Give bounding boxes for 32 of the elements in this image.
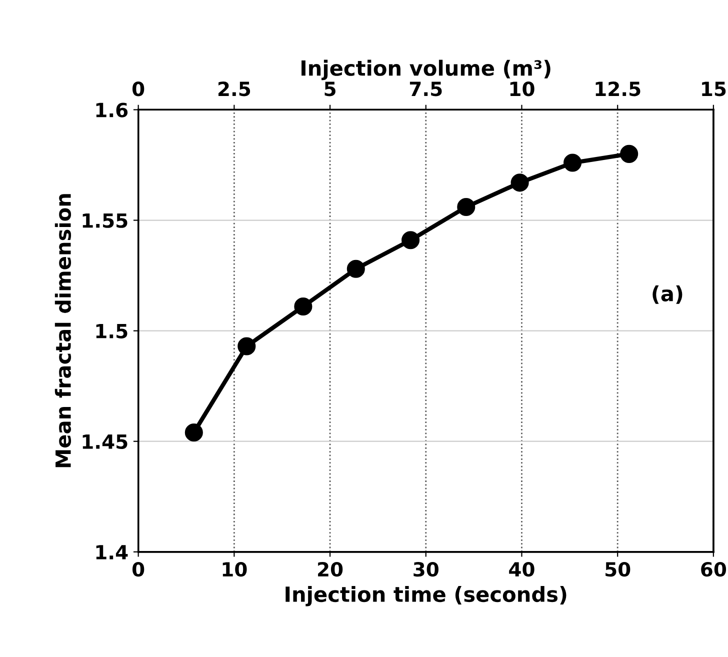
- x-tick-label: 30: [414, 562, 438, 577]
- point: [294, 297, 312, 316]
- x-tick-label: 10: [222, 562, 247, 577]
- annotation: (a): [652, 285, 682, 304]
- x-tick-label: 60: [701, 562, 726, 577]
- x2-tick-label: 0: [132, 82, 144, 96]
- x2-tick-label: 7.5: [410, 82, 442, 96]
- x-tick-label: 0: [132, 562, 144, 577]
- x-tick-label: 50: [606, 562, 630, 577]
- point: [564, 154, 582, 172]
- x2-axis-title: Injection volume (m³): [302, 60, 550, 80]
- y-tick-label: 1.45: [82, 434, 128, 450]
- point: [620, 144, 638, 163]
- x2-tick-label: 12.5: [596, 82, 640, 96]
- point: [346, 260, 365, 278]
- y-tick-label: 1.4: [96, 545, 128, 560]
- y-tick-label: 1.55: [82, 213, 128, 228]
- x2-tick-label: 10: [510, 82, 534, 96]
- point: [510, 174, 529, 192]
- point: [402, 231, 420, 250]
- x2-tick-label: 5: [324, 82, 336, 96]
- x-tick-label: 40: [509, 562, 534, 577]
- y-tick-label: 1.6: [96, 102, 128, 118]
- point: [184, 423, 203, 442]
- x2-tick-label: 2.5: [218, 82, 250, 96]
- x2-tick-label: 15: [702, 82, 726, 96]
- x-tick-label: 20: [318, 562, 343, 577]
- y-tick-label: 1.5: [96, 324, 128, 338]
- point: [238, 337, 256, 356]
- point: [457, 198, 476, 216]
- x-axis-title: Injection time (seconds): [286, 586, 566, 606]
- y-axis-title: Mean fractal dimension: [54, 194, 72, 468]
